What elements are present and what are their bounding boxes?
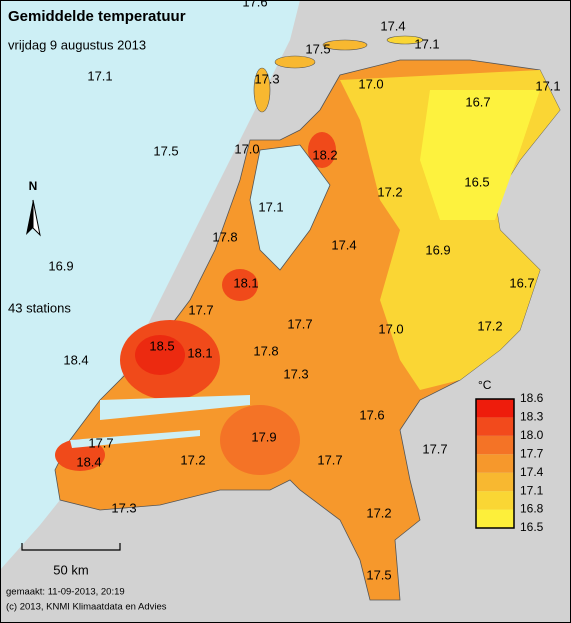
station-value: 17.0 bbox=[378, 321, 403, 336]
legend-label: 17.7 bbox=[520, 446, 544, 460]
island bbox=[386, 35, 424, 45]
station-value: 18.1 bbox=[187, 345, 212, 360]
station-value: 17.7 bbox=[188, 302, 213, 317]
station-value: 17.1 bbox=[258, 199, 283, 214]
station-value: 17.4 bbox=[331, 237, 356, 252]
warm-zone bbox=[220, 405, 300, 475]
scale-label: 50 km bbox=[53, 562, 88, 577]
station-value: 16.7 bbox=[509, 275, 534, 290]
station-value: 17.0 bbox=[358, 76, 383, 91]
station-value: 18.4 bbox=[63, 352, 88, 367]
subtitle: vrijdag 9 augustus 2013 bbox=[8, 37, 146, 52]
station-value: 17.5 bbox=[305, 41, 330, 56]
station-value: 18.5 bbox=[149, 338, 174, 353]
legend-swatch bbox=[476, 472, 514, 492]
legend-swatch bbox=[476, 399, 514, 418]
legend-label: 18.0 bbox=[520, 428, 544, 442]
station-value: 18.1 bbox=[233, 275, 258, 290]
scale-bar bbox=[21, 543, 121, 551]
legend-label: 18.3 bbox=[520, 410, 544, 424]
legend-label: 17.4 bbox=[520, 465, 544, 479]
warm-zone bbox=[55, 439, 105, 471]
compass-label: N bbox=[29, 179, 38, 193]
legend-label: 18.6 bbox=[520, 391, 544, 405]
station-value: 17.1 bbox=[87, 68, 112, 83]
station-value: 17.6 bbox=[359, 407, 384, 422]
station-labels: 17.6 17.4 17.5 17.1 17.1 17.3 17.0 16.7 17.1 17.5… bbox=[48, 0, 560, 582]
estuary bbox=[100, 395, 250, 420]
station-value: 16.9 bbox=[425, 242, 450, 257]
station-value: 17.5 bbox=[153, 143, 178, 158]
north-arrow bbox=[26, 200, 33, 235]
station-value: 17.5 bbox=[366, 567, 391, 582]
warm-zone bbox=[222, 269, 258, 301]
island bbox=[274, 55, 316, 69]
station-value: 16.7 bbox=[465, 94, 490, 109]
island bbox=[322, 39, 368, 51]
station-value: 17.7 bbox=[422, 441, 447, 456]
station-value: 17.1 bbox=[414, 36, 439, 51]
station-value: 17.2 bbox=[366, 505, 391, 520]
estuary bbox=[70, 430, 200, 448]
legend-label: 16.5 bbox=[520, 520, 544, 534]
station-count: 43 stations bbox=[8, 300, 71, 315]
station-value: 17.7 bbox=[88, 435, 113, 450]
coolest-zone bbox=[420, 90, 540, 220]
legend-swatch bbox=[476, 509, 514, 528]
station-value: 17.9 bbox=[251, 429, 276, 444]
station-value: 17.7 bbox=[317, 452, 342, 467]
station-value: 17.7 bbox=[287, 316, 312, 331]
warm-zone bbox=[308, 132, 336, 168]
station-value: 17.3 bbox=[254, 71, 279, 86]
station-value: 17.3 bbox=[111, 500, 136, 515]
station-value: 16.5 bbox=[464, 174, 489, 189]
island bbox=[253, 67, 271, 113]
legend-swatch bbox=[476, 491, 514, 510]
legend-label: 16.8 bbox=[520, 502, 544, 516]
station-value: 16.9 bbox=[48, 258, 73, 273]
station-value: 18.4 bbox=[76, 454, 101, 469]
station-value: 17.2 bbox=[180, 452, 205, 467]
legend-swatch bbox=[476, 417, 514, 436]
ijsselmeer bbox=[249, 144, 331, 271]
station-value: 17.8 bbox=[212, 229, 237, 244]
station-value: 17.1 bbox=[535, 78, 560, 93]
legend-unit: °C bbox=[478, 378, 492, 392]
station-value: 17.0 bbox=[234, 141, 259, 156]
station-value: 18.2 bbox=[312, 147, 337, 162]
title: Gemiddelde temperatuur bbox=[8, 8, 186, 25]
legend-box bbox=[475, 398, 515, 529]
footer-copyright: (c) 2013, KNMI Klimaatdata en Advies bbox=[6, 602, 167, 613]
station-value: 17.2 bbox=[477, 318, 502, 333]
station-value: 17.2 bbox=[377, 184, 402, 199]
station-value: 17.6 bbox=[242, 0, 267, 9]
legend-swatch bbox=[476, 454, 514, 473]
station-value: 17.8 bbox=[253, 343, 278, 358]
legend-swatch bbox=[476, 435, 514, 455]
footer-made: gemaakt: 11-09-2013, 20:19 bbox=[6, 587, 125, 598]
station-value: 17.4 bbox=[380, 18, 405, 33]
station-value: 17.3 bbox=[283, 366, 308, 381]
north-arrow bbox=[32, 199, 41, 237]
legend: 18.6 18.3 18.0 17.7 17.4 17.1 16.8 16.5 bbox=[475, 391, 544, 534]
warm-zone bbox=[135, 335, 185, 375]
legend-label: 17.1 bbox=[520, 483, 544, 497]
